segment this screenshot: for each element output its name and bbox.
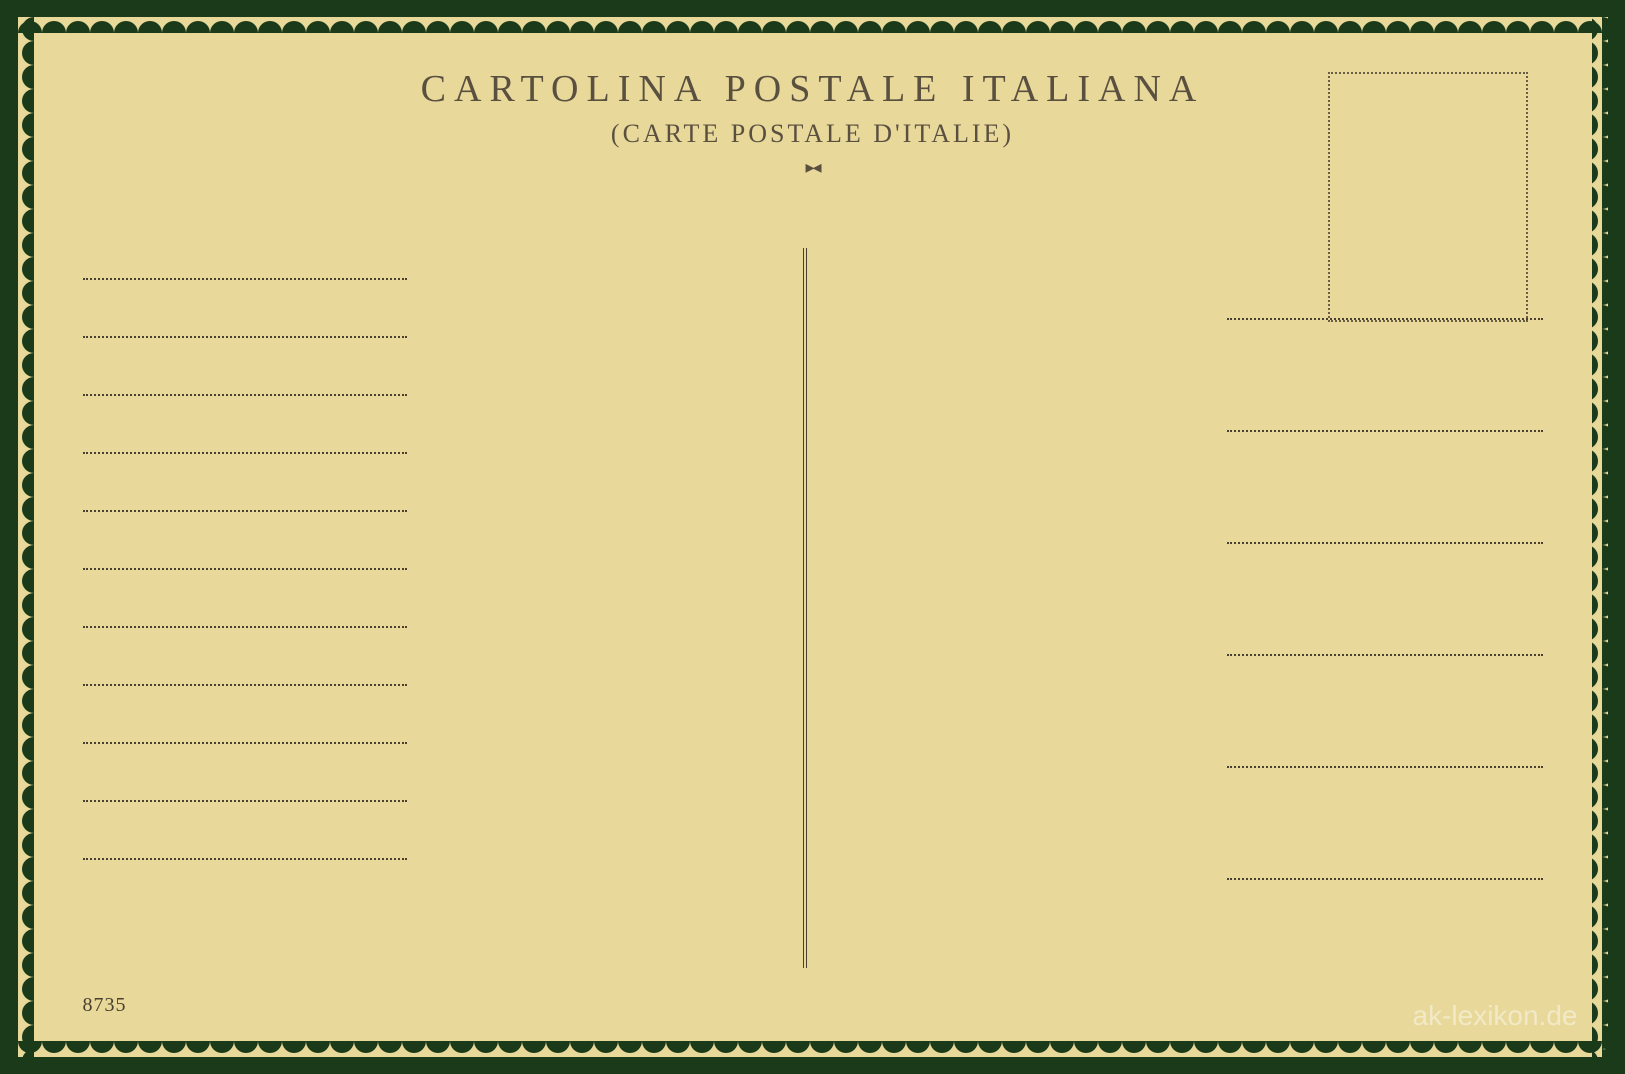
postcard-back: CARTOLINA POSTALE ITALIANA (CARTE POSTAL…: [18, 17, 1608, 1057]
center-divider: [803, 248, 807, 968]
title-main: CARTOLINA POSTALE ITALIANA: [83, 67, 1543, 111]
content-area: [83, 278, 1543, 978]
postcard-header: CARTOLINA POSTALE ITALIANA (CARTE POSTAL…: [83, 67, 1543, 178]
writing-line: [83, 568, 408, 570]
writing-line: [83, 510, 408, 512]
writing-line: [83, 858, 408, 860]
writing-line: [83, 742, 408, 744]
writing-line: [83, 278, 408, 280]
writing-line: [83, 684, 408, 686]
serial-number: 8735: [83, 994, 127, 1017]
message-area: [83, 278, 408, 978]
writing-line: [83, 626, 408, 628]
writing-line: [83, 394, 408, 396]
address-line: [1227, 766, 1542, 768]
writing-line: [83, 452, 408, 454]
writing-line: [83, 336, 408, 338]
address-line: [1227, 430, 1542, 432]
address-line: [1227, 542, 1542, 544]
writing-line: [83, 800, 408, 802]
watermark: ak-lexikon.de: [1413, 1000, 1578, 1032]
address-area: [1227, 278, 1542, 978]
header-ornament: ▸◂: [83, 157, 1543, 178]
divider-line-right: [806, 248, 807, 968]
address-line: [1227, 318, 1542, 320]
title-subtitle: (CARTE POSTALE D'ITALIE): [83, 119, 1543, 149]
divider-line-left: [803, 248, 804, 968]
address-line: [1227, 878, 1542, 880]
address-line: [1227, 654, 1542, 656]
